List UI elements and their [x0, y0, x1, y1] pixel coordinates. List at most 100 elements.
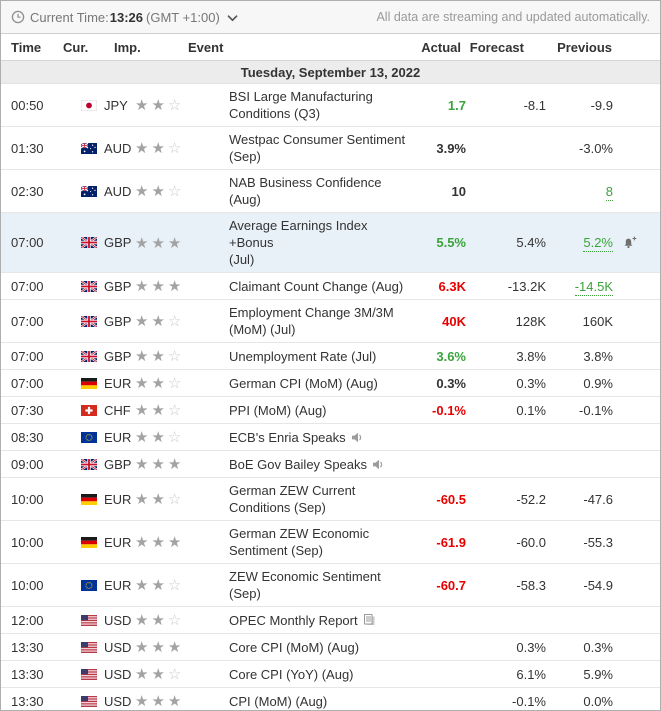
event-row[interactable]: 07:00 GBP ★★☆ Employment Change 3M/3M (MoM)…	[1, 299, 660, 342]
event-cell[interactable]: CPI (MoM) (Aug)	[226, 689, 418, 711]
flag-us-icon	[81, 641, 97, 653]
star-filled-icon: ★	[135, 577, 152, 594]
event-time: 07:00	[11, 375, 44, 391]
event-title[interactable]: German ZEW Current Conditions (Sep)	[229, 483, 356, 515]
event-cell[interactable]: Core CPI (YoY) (Aug)	[226, 662, 418, 687]
event-cell[interactable]: BSI Large Manufacturing Conditions (Q3)	[226, 84, 418, 126]
star-filled-icon: ★	[151, 534, 168, 551]
event-title[interactable]: NAB Business Confidence (Aug)	[229, 175, 382, 207]
event-time: 07:00	[11, 278, 44, 294]
event-row[interactable]: 13:30 USD ★★★ CPI (MoM) (Aug) -0.1% 0.0%	[1, 687, 660, 711]
event-title[interactable]: German CPI (MoM) (Aug)	[229, 375, 378, 391]
star-filled-icon: ★	[135, 313, 152, 330]
currency-code: USD	[104, 612, 132, 628]
timezone-label[interactable]: (GMT +1:00)	[146, 9, 220, 25]
event-title[interactable]: Average Earnings Index +Bonus (Jul)	[229, 218, 368, 267]
star-empty-icon: ☆	[167, 140, 185, 157]
event-cell[interactable]: PPI (MoM) (Aug)	[226, 398, 418, 423]
current-time-label: Current Time:	[30, 9, 109, 25]
event-row[interactable]: 08:30 EUR ★★☆ ECB's Enria Speaks	[1, 423, 660, 450]
event-cell[interactable]: Unemployment Rate (Jul)	[226, 344, 418, 369]
star-empty-icon: ☆	[167, 402, 185, 419]
currency-code: GBP	[104, 456, 132, 472]
previous-cell: 0.3%	[546, 640, 613, 655]
bell-plus-icon[interactable]	[622, 236, 638, 250]
event-title[interactable]: BoE Gov Bailey Speaks	[229, 456, 368, 472]
flag-ch-icon	[81, 404, 97, 416]
event-title[interactable]: CPI (MoM) (Aug)	[229, 693, 328, 709]
event-row[interactable]: 10:00 EUR ★★☆ ZEW Economic Sentiment (Sep) -…	[1, 563, 660, 606]
event-row[interactable]: 12:00 USD ★★☆ OPEC Monthly Report	[1, 606, 660, 633]
event-title[interactable]: Core CPI (YoY) (Aug)	[229, 666, 354, 682]
currency-cell: USD	[71, 640, 133, 655]
event-cell[interactable]: Core CPI (MoM) (Aug)	[226, 635, 418, 660]
col-header-forecast: Forecast	[469, 40, 524, 55]
previous-cell: -3.0%	[546, 141, 613, 156]
event-title[interactable]: German ZEW Economic Sentiment (Sep)	[229, 526, 370, 558]
event-cell[interactable]: NAB Business Confidence (Aug)	[226, 170, 418, 212]
forecast-value: -52.2	[516, 491, 546, 507]
previous-value: 3.8%	[583, 348, 613, 364]
currency-code: AUD	[104, 183, 132, 199]
flag-de-icon	[81, 377, 97, 389]
event-cell[interactable]: Average Earnings Index +Bonus (Jul)	[226, 213, 418, 272]
flag-gb-icon	[81, 458, 97, 470]
flag-gb-icon	[81, 315, 97, 327]
star-filled-icon: ★	[135, 693, 152, 710]
event-row[interactable]: 00:50 JPY ★★☆ BSI Large Manufacturing Condi…	[1, 84, 660, 126]
importance-stars: ★★☆	[133, 665, 226, 683]
actual-value: 3.6%	[436, 348, 466, 364]
event-row[interactable]: 07:30 CHF ★★☆ PPI (MoM) (Aug) -0.1% 0.1% -0.1%	[1, 396, 660, 423]
event-cell[interactable]: German ZEW Current Conditions (Sep)	[226, 478, 418, 520]
forecast-value: -13.2K	[507, 278, 546, 294]
event-row[interactable]: 01:30 AUD ★★☆ Westpac Consumer Sentiment (S…	[1, 126, 660, 169]
forecast-value: -60.0	[516, 534, 546, 550]
importance-stars: ★★★	[133, 234, 226, 252]
importance-stars: ★★★	[133, 533, 226, 551]
event-title[interactable]: OPEC Monthly Report	[229, 612, 358, 628]
currency-cell: EUR	[71, 376, 133, 391]
event-row[interactable]: 07:00 GBP ★★★ Average Earnings Index +Bonus…	[1, 212, 660, 272]
event-row[interactable]: 13:30 USD ★★★ Core CPI (MoM) (Aug) 0.3% 0.3%	[1, 633, 660, 660]
event-cell[interactable]: Westpac Consumer Sentiment (Sep)	[226, 127, 418, 169]
event-cell[interactable]: ZEW Economic Sentiment (Sep)	[226, 564, 418, 606]
star-filled-icon: ★	[151, 429, 168, 446]
event-title[interactable]: ZEW Economic Sentiment (Sep)	[229, 569, 381, 601]
event-title[interactable]: Employment Change 3M/3M (MoM) (Jul)	[229, 305, 394, 337]
previous-cell: -0.1%	[546, 403, 613, 418]
event-title[interactable]: ECB's Enria Speaks	[229, 429, 346, 445]
event-title[interactable]: PPI (MoM) (Aug)	[229, 402, 327, 418]
event-time: 01:30	[11, 140, 44, 156]
currency-code: EUR	[104, 429, 132, 445]
event-cell[interactable]: Employment Change 3M/3M (MoM) (Jul)	[226, 300, 418, 342]
event-row[interactable]: 09:00 GBP ★★★ BoE Gov Bailey Speaks	[1, 450, 660, 477]
event-row[interactable]: 10:00 EUR ★★★ German ZEW Economic Sentiment…	[1, 520, 660, 563]
event-row[interactable]: 02:30 AUD ★★☆ NAB Business Confidence (Aug)…	[1, 169, 660, 212]
event-row[interactable]: 13:30 USD ★★☆ Core CPI (YoY) (Aug) 6.1% 5.9%	[1, 660, 660, 687]
event-title[interactable]: Westpac Consumer Sentiment (Sep)	[229, 132, 406, 164]
event-cell[interactable]: German CPI (MoM) (Aug)	[226, 371, 418, 396]
event-time: 09:00	[11, 456, 44, 472]
event-title[interactable]: Claimant Count Change (Aug)	[229, 278, 404, 294]
currency-cell: GBP	[71, 349, 133, 364]
event-title[interactable]: Unemployment Rate (Jul)	[229, 348, 377, 364]
previous-value: 5.9%	[583, 666, 613, 682]
event-row[interactable]: 10:00 EUR ★★☆ German ZEW Current Conditions…	[1, 477, 660, 520]
event-row[interactable]: 07:00 GBP ★★☆ Unemployment Rate (Jul) 3.6% 3.…	[1, 342, 660, 369]
event-row[interactable]: 07:00 EUR ★★☆ German CPI (MoM) (Aug) 0.3% 0.3…	[1, 369, 660, 396]
event-cell[interactable]: ECB's Enria Speaks	[226, 425, 418, 450]
currency-cell: AUD	[71, 141, 133, 156]
currency-cell: EUR	[71, 492, 133, 507]
event-title[interactable]: Core CPI (MoM) (Aug)	[229, 639, 360, 655]
event-cell[interactable]: German ZEW Economic Sentiment (Sep)	[226, 521, 418, 563]
star-filled-icon: ★	[135, 97, 152, 114]
event-title[interactable]: BSI Large Manufacturing Conditions (Q3)	[229, 89, 373, 121]
event-cell[interactable]: BoE Gov Bailey Speaks	[226, 452, 418, 477]
event-cell[interactable]: OPEC Monthly Report	[226, 608, 418, 633]
event-row[interactable]: 07:00 GBP ★★★ Claimant Count Change (Aug) 6.…	[1, 272, 660, 299]
chevron-down-icon[interactable]	[227, 15, 238, 22]
forecast-value: -58.3	[516, 577, 546, 593]
flag-us-icon	[81, 695, 97, 707]
event-cell[interactable]: Claimant Count Change (Aug)	[226, 274, 418, 299]
star-empty-icon: ☆	[167, 313, 185, 330]
